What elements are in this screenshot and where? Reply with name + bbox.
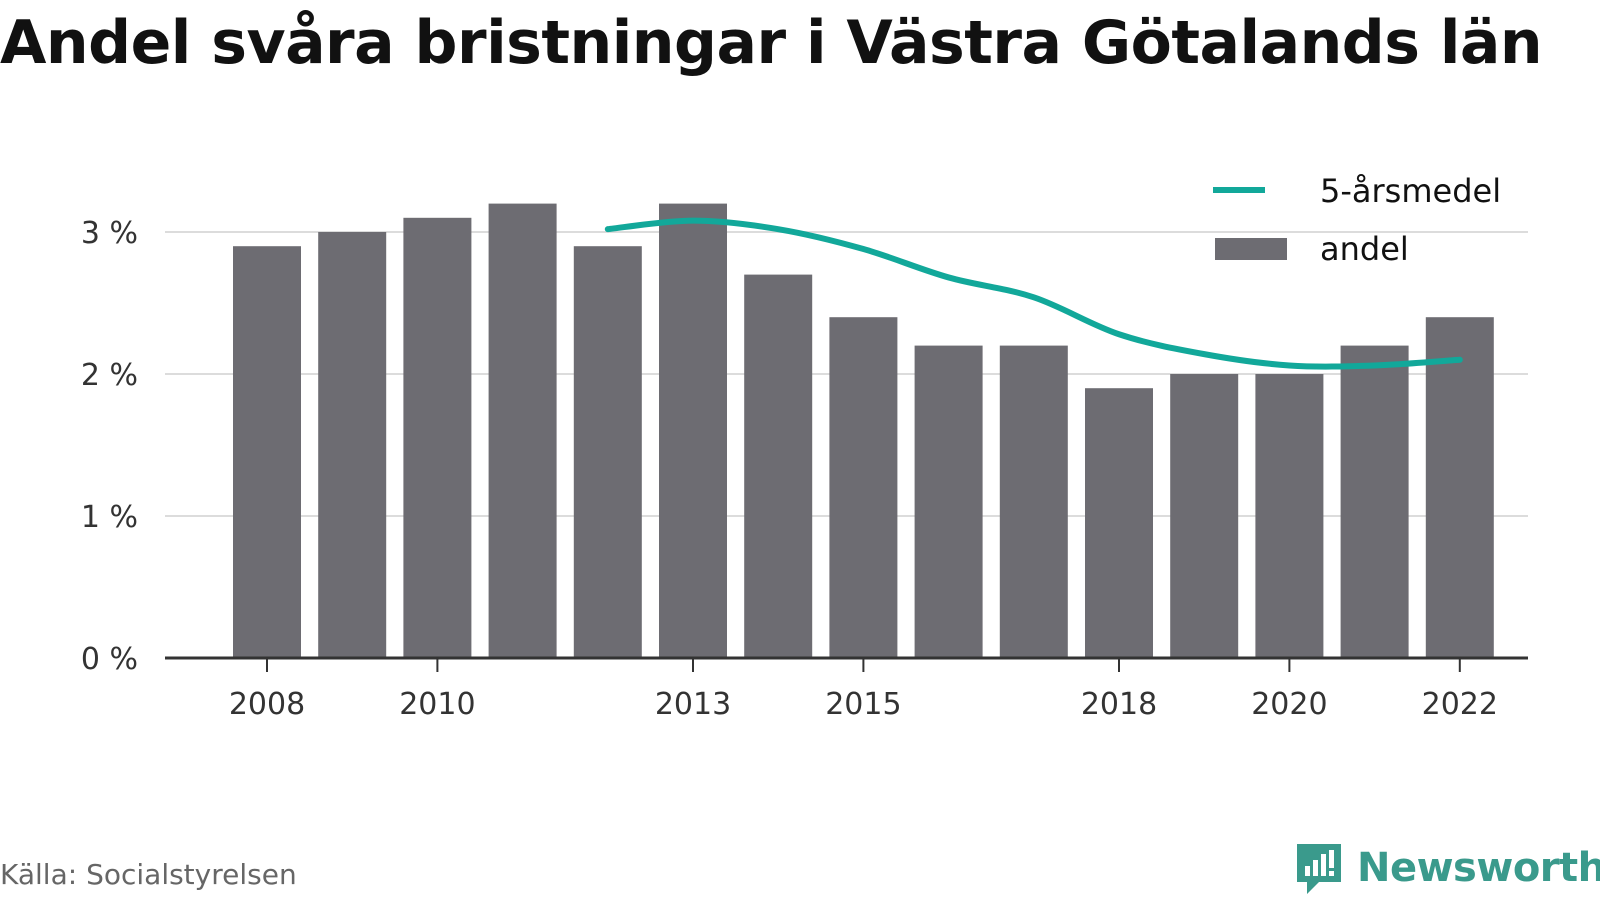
legend-label-5-arsmedel: 5-årsmedel bbox=[1320, 172, 1501, 210]
bar bbox=[829, 317, 898, 658]
newsworthy-logo-icon bbox=[1297, 844, 1341, 894]
bar bbox=[318, 232, 387, 658]
x-tick-label: 2013 bbox=[655, 687, 731, 722]
bar bbox=[488, 203, 557, 658]
brand-logo: Newsworthy bbox=[1293, 840, 1600, 896]
x-tick-label: 2010 bbox=[399, 687, 475, 722]
chart-title: Andel svåra bristningar i Västra Götalan… bbox=[0, 8, 1543, 78]
bar bbox=[659, 203, 727, 658]
brand-name: Newsworthy bbox=[1357, 845, 1600, 891]
x-axis-ticks: 2008 2010 2013 2015 2018 2020 2022 bbox=[229, 658, 1498, 722]
source-note: Källa: Socialstyrelsen bbox=[0, 858, 297, 891]
bar bbox=[744, 274, 813, 658]
y-tick-label: 0 % bbox=[81, 642, 138, 677]
x-tick-label: 2018 bbox=[1081, 687, 1157, 722]
bar-series bbox=[233, 203, 1494, 659]
bar bbox=[403, 217, 472, 659]
bar bbox=[1170, 374, 1239, 658]
bar bbox=[999, 345, 1068, 658]
x-tick-label: 2015 bbox=[825, 687, 901, 722]
y-tick-label: 3 % bbox=[81, 216, 138, 251]
x-tick-label: 2020 bbox=[1251, 687, 1327, 722]
legend: 5-årsmedel andel bbox=[1213, 172, 1501, 268]
legend-bar-swatch bbox=[1215, 238, 1287, 260]
bar bbox=[914, 345, 983, 658]
y-tick-label: 2 % bbox=[81, 358, 138, 393]
bar bbox=[1425, 317, 1494, 658]
bar bbox=[1255, 374, 1324, 658]
line-series bbox=[604, 217, 1463, 370]
y-axis-ticks: 0 % 1 % 2 % 3 % bbox=[81, 216, 138, 677]
line-5-arsmedel bbox=[604, 217, 1463, 370]
bar bbox=[1340, 345, 1409, 658]
bar bbox=[573, 246, 642, 658]
legend-label-andel: andel bbox=[1320, 230, 1409, 268]
x-tick-label: 2008 bbox=[229, 687, 305, 722]
x-tick-label: 2022 bbox=[1422, 687, 1498, 722]
bar bbox=[1085, 388, 1153, 658]
y-tick-label: 1 % bbox=[81, 500, 138, 535]
bar bbox=[233, 246, 301, 658]
